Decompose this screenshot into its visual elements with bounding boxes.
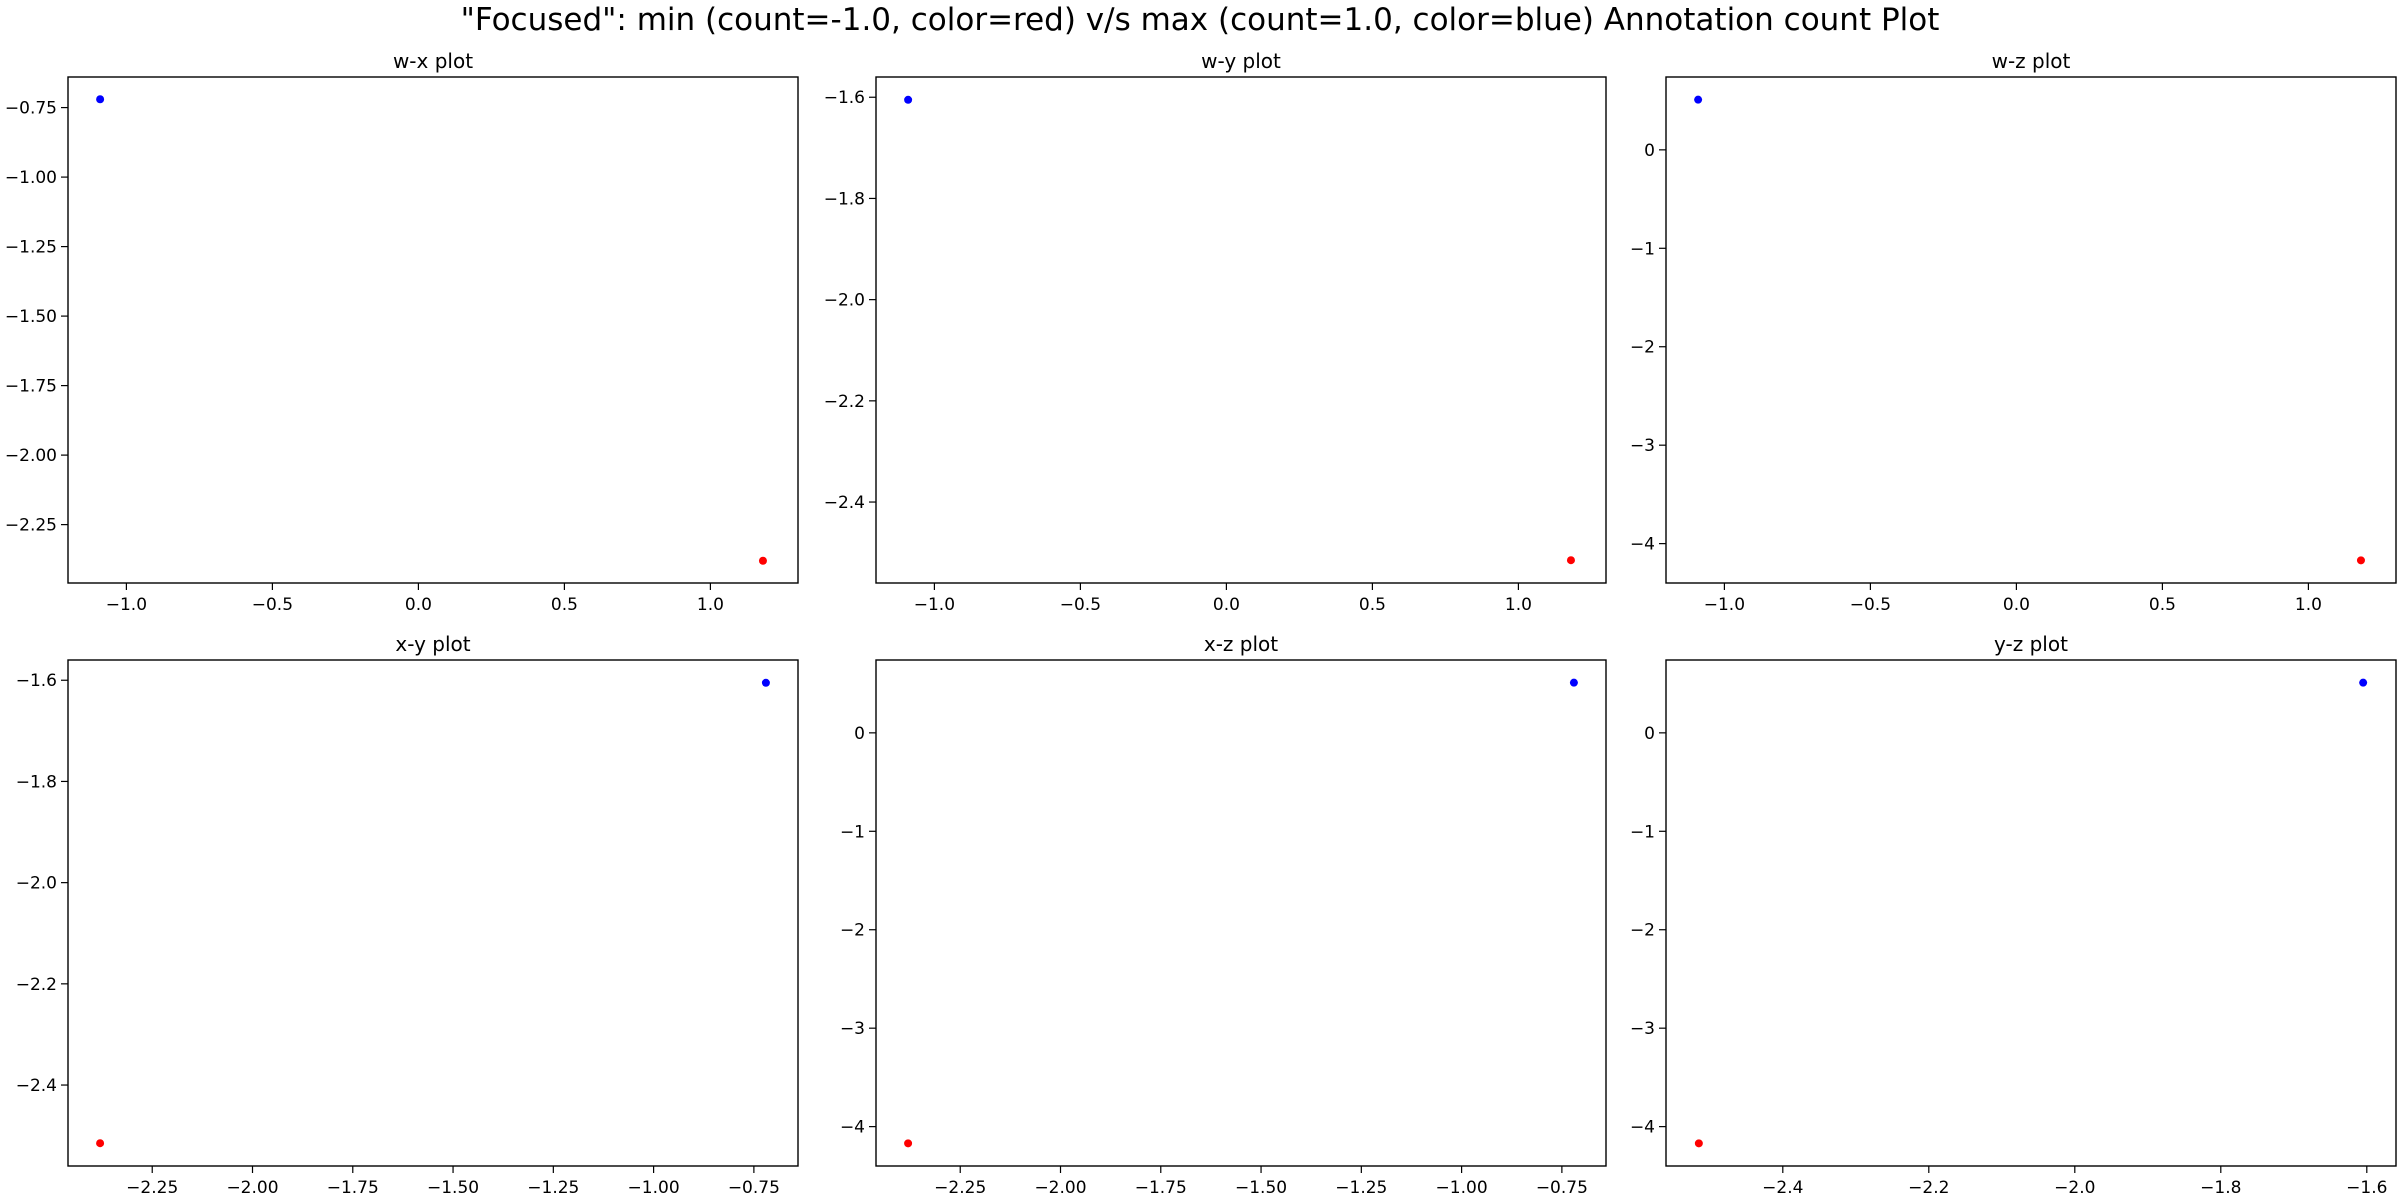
min-point (2356, 556, 2365, 565)
subplot-title: w-y plot (1201, 49, 1281, 73)
max-point (1569, 678, 1578, 687)
y-tick-label: −1.00 (5, 168, 57, 188)
axes-frame (1665, 76, 2397, 584)
min-point (1694, 1139, 1703, 1148)
x-tick-label: −2.00 (1034, 1178, 1086, 1198)
y-tick-label: −1.6 (824, 88, 865, 108)
x-tick-label: −1.8 (2200, 1178, 2241, 1198)
x-tick-label: −1.50 (427, 1178, 479, 1198)
x-tick-label: −1.25 (527, 1178, 579, 1198)
y-tick-label: −1 (840, 822, 865, 842)
y-tick-label: −0.75 (5, 99, 57, 119)
x-tick-label: −0.75 (728, 1178, 780, 1198)
subplot-title: w-x plot (393, 49, 473, 73)
y-tick-label: −2 (1630, 338, 1655, 358)
x-tick-label: −1.50 (1235, 1178, 1287, 1198)
x-tick-label: −1.00 (628, 1178, 680, 1198)
min-point (1566, 556, 1575, 565)
subplot-title: w-z plot (1992, 49, 2071, 73)
y-tick-label: −4 (840, 1118, 865, 1138)
y-tick-label: −1 (1630, 239, 1655, 259)
y-tick-label: −1.8 (824, 189, 865, 209)
subplot-y-z-plot: y-z plot −2.4 −2.2 −2.0 −1.8 −1.6 −4 −3 −2 −1 0 (1630, 632, 2397, 1198)
y-tick-label: −2.4 (16, 1076, 57, 1096)
y-tick-label: −1.8 (16, 772, 57, 792)
y-tick-label: −1.75 (5, 377, 57, 397)
x-tick-label: 1.0 (2295, 595, 2322, 615)
y-tick-label: −2.2 (16, 975, 57, 995)
y-tick-label: 0 (1644, 141, 1655, 161)
subplot-w-y-plot: w-y plot −1.0 −0.5 0.0 0.5 1.0 −2.4 −2.2 −2.0 −1.… (824, 49, 1607, 615)
y-tick-label: −2 (840, 921, 865, 941)
x-tick-label: −2.00 (226, 1178, 278, 1198)
y-tick-label: −2.25 (5, 516, 57, 536)
x-tick-label: 1.0 (1505, 595, 1532, 615)
x-tick-label: −1.0 (914, 595, 955, 615)
x-tick-label: 0.5 (1359, 595, 1386, 615)
x-tick-label: −2.25 (934, 1178, 986, 1198)
subplot-title: x-z plot (1204, 632, 1278, 656)
axes-frame (67, 659, 799, 1167)
x-tick-label: 0.0 (1213, 595, 1240, 615)
max-point (2359, 678, 2368, 687)
x-tick-label: 1.0 (697, 595, 724, 615)
figure-title: "Focused": min (count=-1.0, color=red) v… (460, 2, 1940, 38)
y-tick-label: −2.0 (16, 874, 57, 894)
x-tick-label: −0.5 (1060, 595, 1101, 615)
y-tick-label: −4 (1630, 535, 1655, 555)
y-tick-label: −1.50 (5, 307, 57, 327)
max-point (96, 95, 105, 104)
subplot-w-z-plot: w-z plot −1.0 −0.5 0.0 0.5 1.0 −4 −3 −2 −1 0 (1630, 49, 2397, 615)
y-tick-label: −2.4 (824, 493, 865, 513)
subplot-title: y-z plot (1994, 632, 2068, 656)
x-tick-label: −1.25 (1335, 1178, 1387, 1198)
x-tick-label: −2.2 (1908, 1178, 1949, 1198)
y-tick-label: −3 (840, 1019, 865, 1039)
x-tick-label: 0.0 (2003, 595, 2030, 615)
subplot-w-x-plot: w-x plot −1.0 −0.5 0.0 0.5 1.0 −2.25 −2.00 −1.75… (5, 49, 799, 615)
x-tick-label: −2.4 (1762, 1178, 1803, 1198)
x-tick-label: −1.75 (327, 1178, 379, 1198)
max-point (1694, 95, 1703, 104)
y-tick-label: −2.0 (824, 291, 865, 311)
axes-frame (875, 659, 1607, 1167)
subplot-x-y-plot: x-y plot −2.25 −2.00 −1.75 −1.50 −1.25 −1.00 −0… (16, 632, 799, 1198)
min-point (758, 556, 767, 565)
y-tick-label: −1 (1630, 822, 1655, 842)
x-tick-label: −1.6 (2346, 1178, 2387, 1198)
x-tick-label: 0.5 (551, 595, 578, 615)
x-tick-label: 0.5 (2149, 595, 2176, 615)
subplot-x-z-plot: x-z plot −2.25 −2.00 −1.75 −1.50 −1.25 −1.00 −0… (840, 632, 1607, 1198)
subplot-title: x-y plot (395, 632, 470, 656)
max-point (904, 95, 913, 104)
x-tick-label: −0.5 (1850, 595, 1891, 615)
y-tick-label: −1.25 (5, 238, 57, 258)
max-point (761, 678, 770, 687)
x-tick-label: −1.0 (106, 595, 147, 615)
y-tick-label: −2.00 (5, 446, 57, 466)
y-tick-label: −2 (1630, 921, 1655, 941)
axes-frame (875, 76, 1607, 584)
x-tick-label: −0.5 (252, 595, 293, 615)
x-tick-label: −2.0 (2054, 1178, 2095, 1198)
x-tick-label: −2.25 (126, 1178, 178, 1198)
y-tick-label: 0 (1644, 724, 1655, 744)
x-tick-label: −1.75 (1135, 1178, 1187, 1198)
y-tick-label: −1.6 (16, 671, 57, 691)
min-point (904, 1139, 913, 1148)
x-tick-label: 0.0 (405, 595, 432, 615)
y-tick-label: −2.2 (824, 392, 865, 412)
y-tick-label: −3 (1630, 1019, 1655, 1039)
y-tick-label: −4 (1630, 1118, 1655, 1138)
y-tick-label: 0 (854, 724, 865, 744)
min-point (96, 1139, 105, 1148)
x-tick-label: −1.00 (1436, 1178, 1488, 1198)
y-tick-label: −3 (1630, 436, 1655, 456)
axes-frame (1665, 659, 2397, 1167)
x-tick-label: −1.0 (1704, 595, 1745, 615)
axes-frame (67, 76, 799, 584)
x-tick-label: −0.75 (1536, 1178, 1588, 1198)
